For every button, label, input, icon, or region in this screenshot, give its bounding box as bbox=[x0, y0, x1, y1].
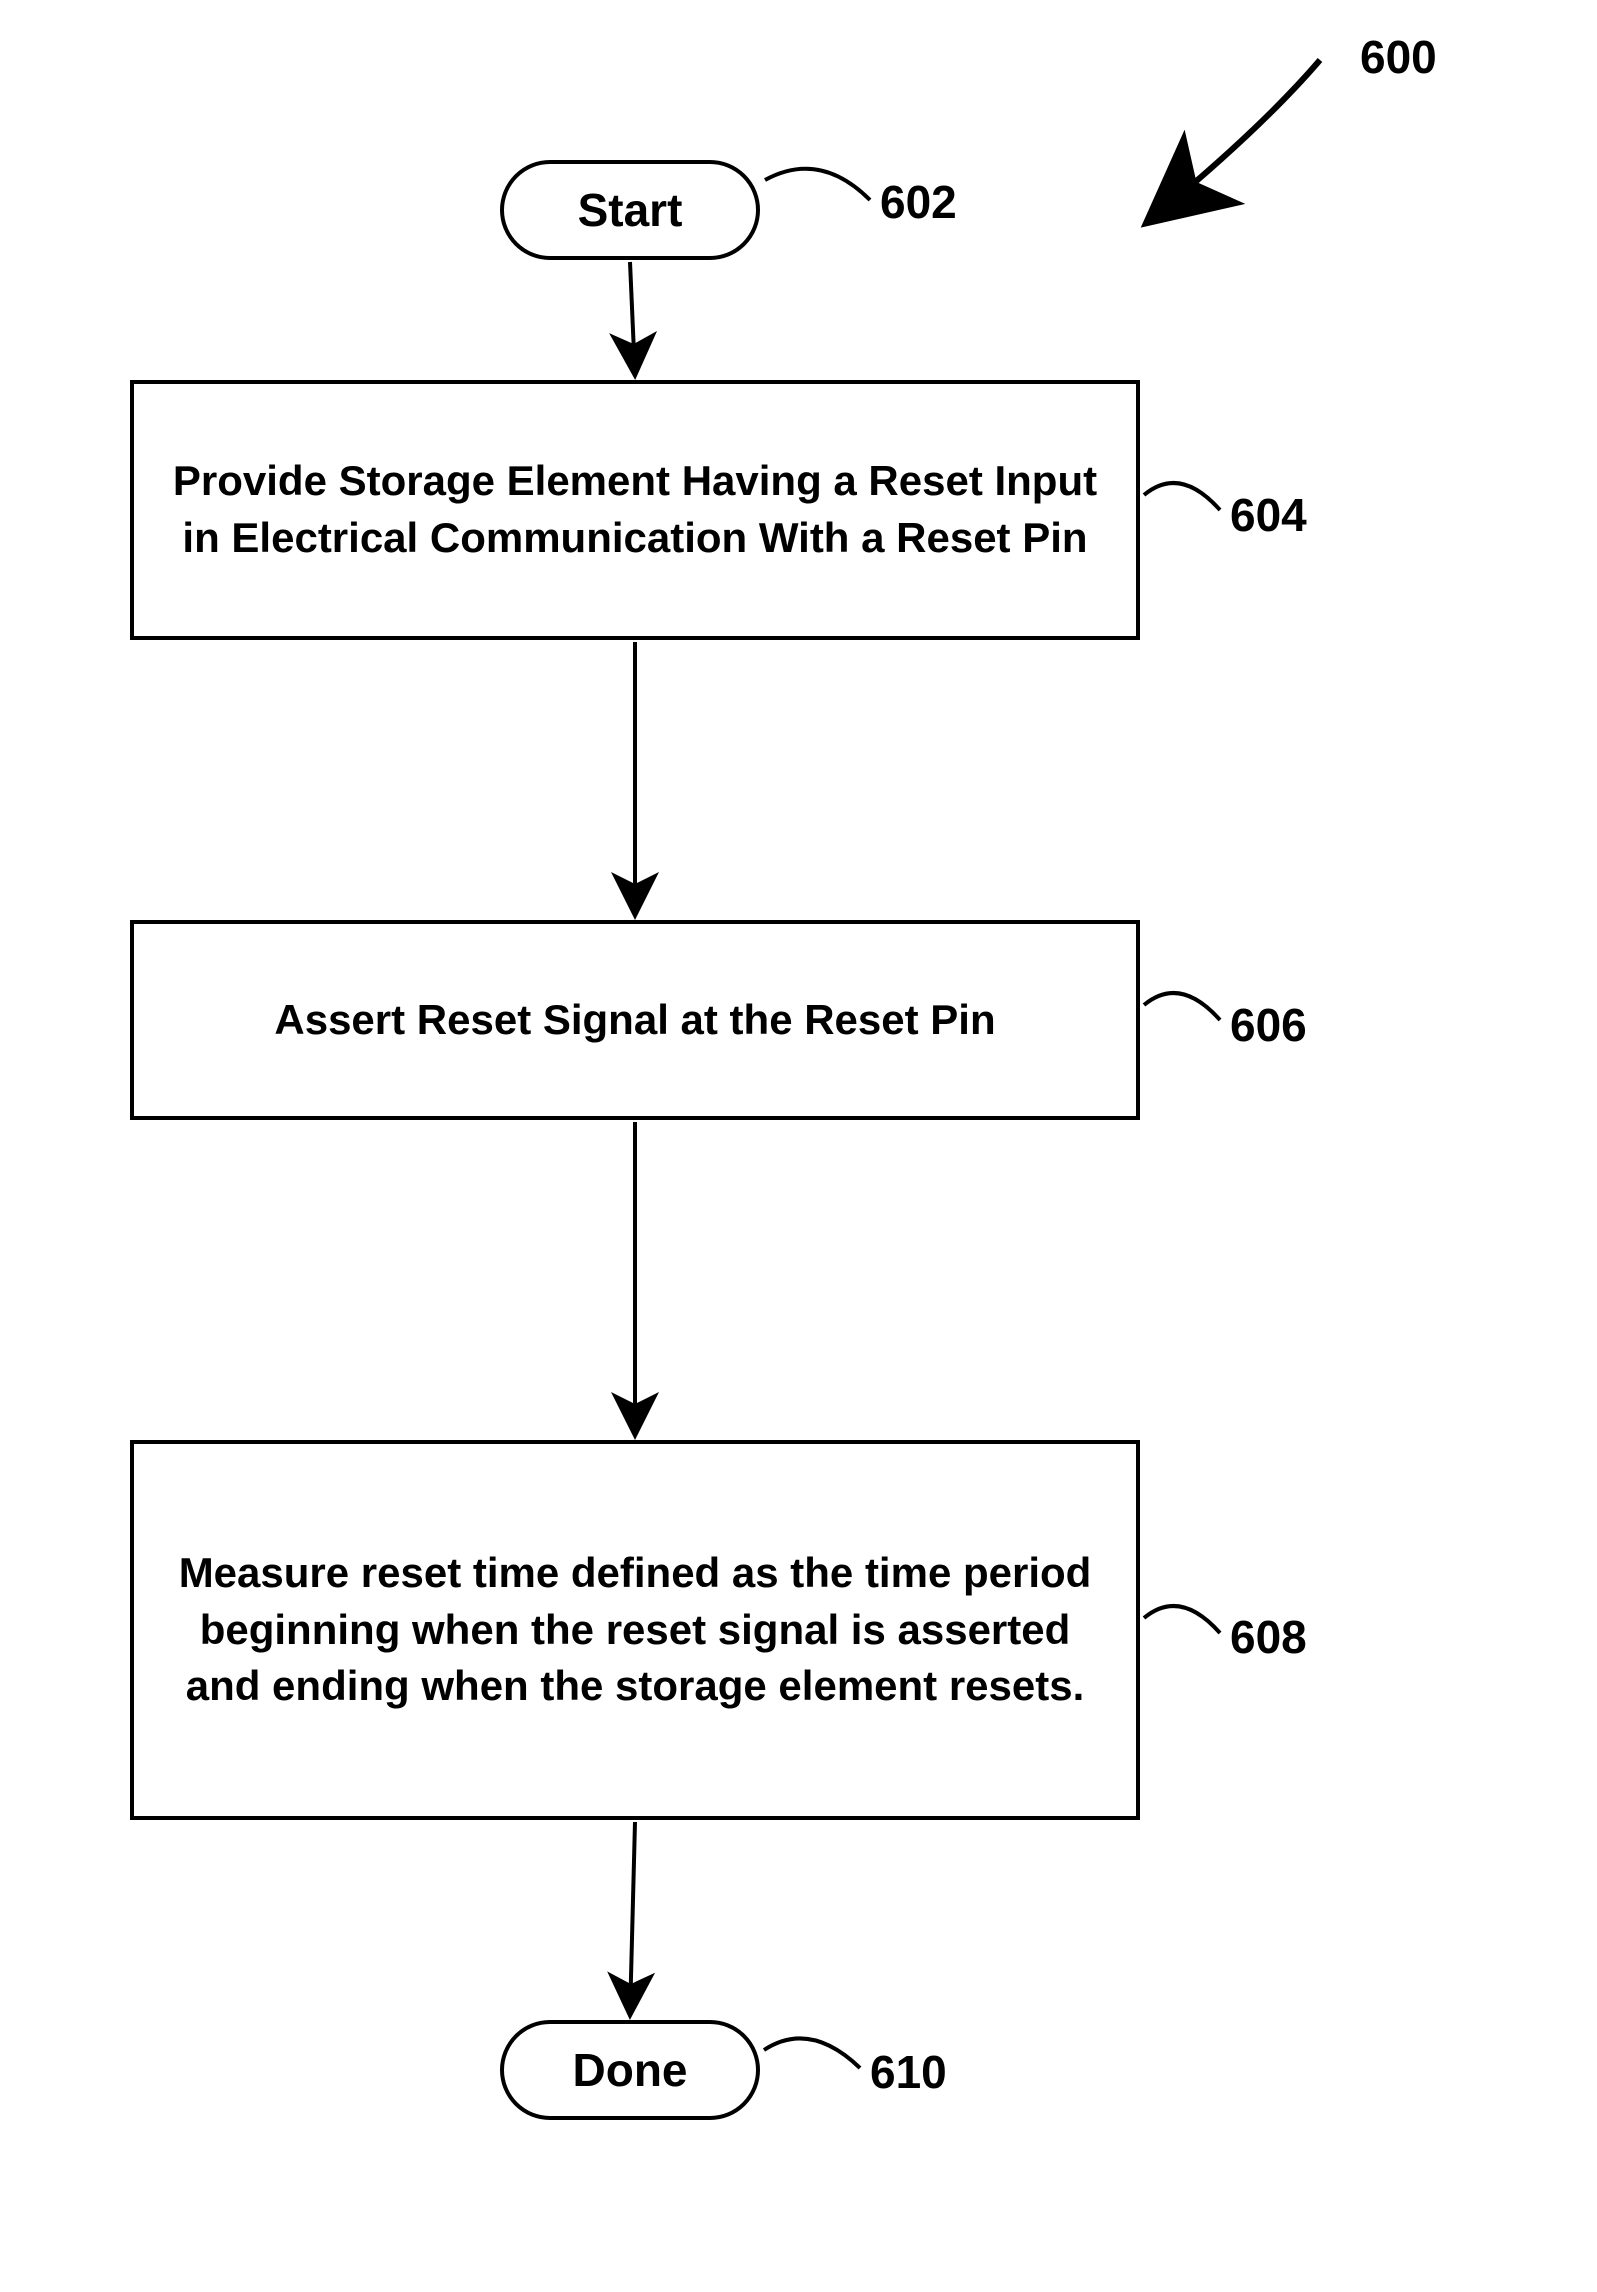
flowchart-svg bbox=[0, 0, 1597, 2292]
ref-label-608: 608 bbox=[1230, 1610, 1307, 1664]
flowchart-done-node: Done bbox=[500, 2020, 760, 2120]
ref-label-602: 602 bbox=[880, 175, 957, 229]
ref-label-604: 604 bbox=[1230, 488, 1307, 542]
step2-label: Assert Reset Signal at the Reset Pin bbox=[274, 992, 995, 1049]
done-label: Done bbox=[573, 2039, 688, 2101]
step3-label: Measure reset time defined as the time p… bbox=[164, 1545, 1106, 1715]
ref-label-606: 606 bbox=[1230, 998, 1307, 1052]
flowchart-start-node: Start bbox=[500, 160, 760, 260]
start-label: Start bbox=[578, 179, 683, 241]
flowchart-step3-node: Measure reset time defined as the time p… bbox=[130, 1440, 1140, 1820]
flowchart-step2-node: Assert Reset Signal at the Reset Pin bbox=[130, 920, 1140, 1120]
figure-ref-600: 600 bbox=[1360, 30, 1437, 84]
step1-label: Provide Storage Element Having a Reset I… bbox=[164, 453, 1106, 566]
flowchart-step1-node: Provide Storage Element Having a Reset I… bbox=[130, 380, 1140, 640]
ref-label-610: 610 bbox=[870, 2045, 947, 2099]
